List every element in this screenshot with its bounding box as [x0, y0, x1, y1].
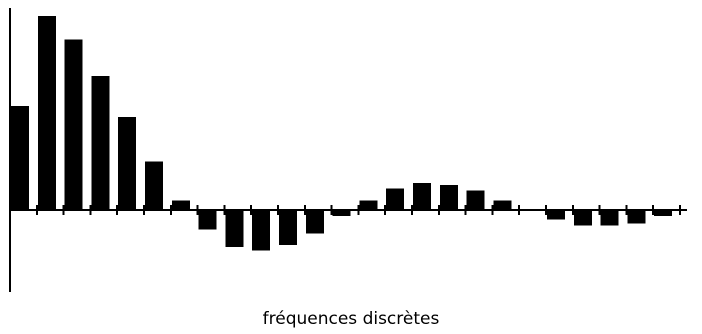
- bar-12: [332, 210, 351, 216]
- bar-21: [573, 210, 592, 226]
- bar-4: [118, 116, 137, 210]
- bar-10: [279, 210, 297, 245]
- bar-24: [654, 210, 673, 216]
- bar-14: [386, 188, 405, 210]
- bar-1: [37, 16, 56, 210]
- bar-0: [11, 106, 29, 210]
- x-axis-label: fréquences discrètes: [263, 309, 440, 329]
- bar-2: [64, 39, 83, 210]
- bar-20: [547, 210, 565, 220]
- bar-13: [359, 200, 378, 210]
- bar-8: [225, 210, 244, 247]
- bar-23: [627, 210, 646, 224]
- bar-9: [252, 210, 271, 251]
- bar-16: [439, 184, 458, 210]
- bar-11: [305, 210, 324, 234]
- bar-22: [600, 210, 619, 226]
- bar-7: [198, 210, 217, 230]
- bar-18: [493, 200, 512, 210]
- bar-5: [145, 161, 163, 210]
- x-ticks: [35, 205, 681, 215]
- bar-17: [466, 190, 485, 210]
- bars: [11, 16, 673, 251]
- bar-3: [91, 76, 110, 210]
- bar-6: [171, 200, 190, 210]
- bar-15: [413, 182, 431, 210]
